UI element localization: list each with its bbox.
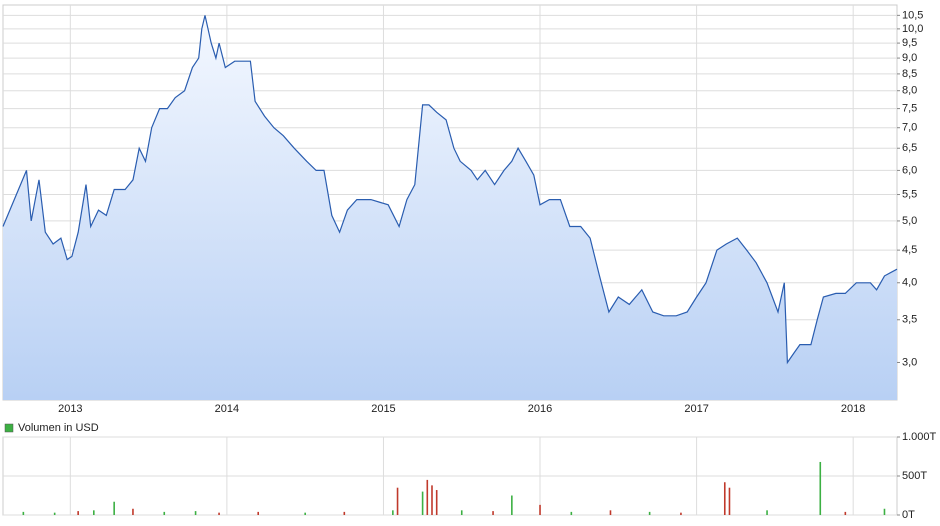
- volume-bar: [257, 511, 260, 515]
- y-tick-label: 5,5: [902, 188, 917, 200]
- volume-bar: [511, 495, 513, 515]
- volume-bar: [609, 510, 612, 515]
- y-tick-label: 5,0: [902, 215, 917, 227]
- volume-bar: [218, 512, 220, 515]
- volume-bar: [492, 511, 494, 515]
- y-tick-label: 3,5: [902, 314, 917, 326]
- volume-bar: [93, 510, 95, 515]
- volume-bar: [435, 490, 438, 515]
- y-tick-label: 6,0: [902, 164, 917, 176]
- y-tick-label: 4,0: [902, 277, 917, 289]
- volume-bar: [304, 512, 306, 515]
- volume-bar: [53, 512, 56, 515]
- y-tick-label: 10,0: [902, 23, 923, 35]
- volume-bar: [431, 485, 433, 515]
- volume-bar: [392, 510, 394, 515]
- y-tick-label: 500T: [902, 470, 927, 482]
- legend-label: Volumen in USD: [18, 422, 99, 434]
- y-tick-label: 1.000T: [902, 431, 937, 443]
- volume-bar: [343, 511, 346, 515]
- volume-bar: [680, 512, 682, 515]
- y-tick-label: 3,0: [902, 356, 917, 368]
- volume-bar: [819, 461, 822, 515]
- x-tick-label: 2017: [684, 403, 708, 415]
- price-line: [2, 15, 898, 365]
- volume-bar: [77, 511, 79, 515]
- volume-bar: [723, 482, 726, 515]
- x-tick-label: 2016: [528, 403, 552, 415]
- y-tick-label: 0T: [902, 509, 915, 521]
- x-tick-label: 2013: [58, 403, 82, 415]
- volume-bar: [132, 508, 134, 515]
- volume-bar: [421, 491, 424, 515]
- legend-swatch: [4, 423, 14, 433]
- volume-bar: [194, 511, 197, 515]
- y-tick-label: 9,5: [902, 37, 917, 49]
- volume-bar: [396, 487, 399, 515]
- y-tick-label: 8,0: [902, 85, 917, 97]
- y-tick-label: 10,5: [902, 9, 923, 21]
- y-tick-label: 7,0: [902, 122, 917, 134]
- volume-bar: [570, 511, 573, 515]
- volume-bar: [163, 511, 166, 515]
- y-tick-label: 6,5: [902, 142, 917, 154]
- volume-bar: [460, 510, 463, 515]
- volume-bar: [728, 487, 731, 515]
- x-tick-label: 2018: [841, 403, 865, 415]
- volume-bar: [766, 510, 768, 515]
- volume-bar: [113, 501, 115, 515]
- y-tick-label: 7,5: [902, 102, 917, 114]
- y-tick-label: 8,5: [902, 68, 917, 80]
- x-tick-label: 2015: [371, 403, 395, 415]
- area-fill: [3, 15, 897, 401]
- volume-bar: [648, 511, 651, 515]
- volume-bar: [883, 508, 886, 515]
- volume-bar: [539, 504, 541, 515]
- volume-bar: [22, 511, 25, 515]
- volume-bar: [426, 479, 429, 515]
- volume-bar: [844, 511, 847, 515]
- x-tick-label: 2014: [215, 403, 239, 415]
- y-tick-label: 4,5: [902, 244, 917, 256]
- y-tick-label: 9,0: [902, 52, 917, 64]
